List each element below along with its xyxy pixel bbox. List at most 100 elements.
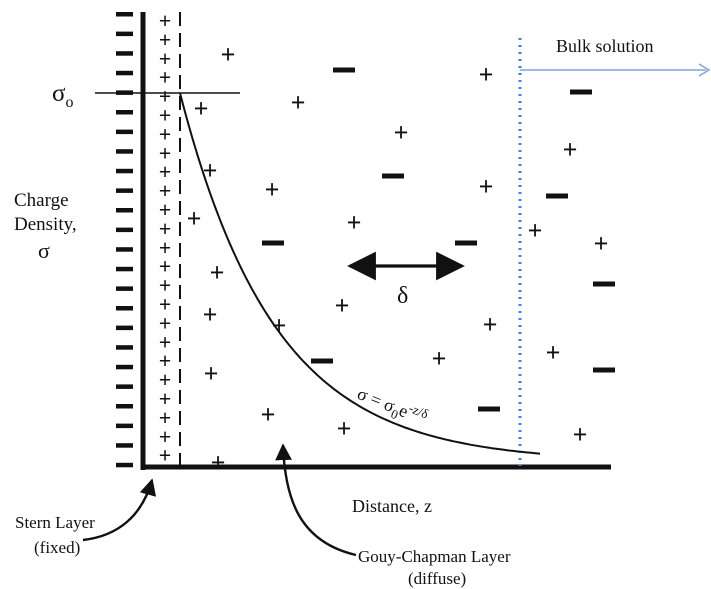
- positive-ion: +: [546, 338, 561, 367]
- positive-ion: +: [594, 229, 609, 258]
- positive-ion: +: [210, 258, 225, 287]
- negative-ion: [546, 193, 568, 199]
- stern-positive-charge: +: [159, 254, 172, 279]
- positive-ion: +: [221, 40, 236, 69]
- stern-positive-charge: +: [159, 46, 172, 71]
- surface-negative-charge: [116, 70, 133, 76]
- stern-positive-charge: +: [159, 140, 172, 165]
- surface-negative-charge: [116, 364, 133, 370]
- surface-negative-charge: [116, 325, 133, 331]
- surface-negative-charge: [116, 306, 133, 311]
- surface-negative-charge: [116, 266, 133, 272]
- positive-ion: +: [194, 94, 209, 123]
- surface-negative-charge: [116, 51, 133, 56]
- stern-positive-charge: +: [159, 8, 172, 33]
- surface-negative-charge: [116, 227, 133, 233]
- positive-ion: +: [573, 420, 588, 449]
- negative-ion: [382, 173, 404, 179]
- positive-ion: +: [203, 300, 218, 329]
- delta-label: δ: [397, 283, 408, 309]
- stern-positive-charge: +: [159, 329, 172, 354]
- positive-ion: +: [291, 88, 306, 117]
- positive-ion: +: [335, 291, 350, 320]
- stern-positive-charge: +: [159, 405, 172, 430]
- surface-negative-charge: [116, 31, 133, 37]
- surface-negative-charge: [116, 423, 133, 429]
- positive-ion: +: [347, 208, 362, 237]
- surface-negative-charge: [116, 208, 133, 213]
- positive-ion: +: [211, 448, 226, 477]
- surface-negative-charges: [116, 12, 133, 468]
- negative-ion: [570, 89, 592, 95]
- negative-ion: [262, 240, 284, 246]
- stern-positive-charge: +: [159, 216, 172, 241]
- positive-ion: +: [394, 118, 409, 147]
- stern-layer-label-line-1: Stern Layer: [15, 513, 95, 532]
- negative-ion: [593, 281, 615, 287]
- surface-negative-charge: [116, 443, 133, 448]
- charge-density-line-2: Density,: [14, 214, 77, 235]
- stern-positive-charge: +: [159, 443, 172, 468]
- gouy-chapman-label-line-2: (diffuse): [408, 569, 466, 588]
- distance-axis-label: Distance, z: [352, 496, 432, 516]
- positive-ion: +: [272, 311, 287, 340]
- stern-positive-charge: +: [159, 178, 172, 203]
- surface-negative-charge: [116, 345, 133, 350]
- surface-negative-charge: [116, 188, 133, 193]
- negative-ion: [455, 240, 477, 246]
- surface-negative-charge: [116, 110, 133, 115]
- surface-negative-charge: [116, 404, 133, 409]
- surface-negative-charge: [116, 384, 133, 389]
- stern-positive-charge: +: [159, 65, 172, 90]
- surface-negative-charge: [116, 286, 133, 291]
- positive-ion: +: [337, 414, 352, 443]
- positive-ion: +: [479, 60, 494, 89]
- stern-positive-charge: +: [159, 367, 172, 392]
- stern-positive-charge: +: [159, 84, 172, 109]
- positive-ion: +: [479, 172, 494, 201]
- stern-layer-positive-charges: ++++++++++++++++++++++++: [159, 8, 172, 468]
- stern-positive-charge: +: [159, 292, 172, 317]
- stern-positive-charge: +: [159, 159, 172, 184]
- surface-negative-charge: [116, 12, 133, 17]
- stern-positive-charge: +: [159, 424, 172, 449]
- gouy-chapman-label-line-1: Gouy-Chapman Layer: [358, 547, 511, 566]
- surface-negative-charge: [116, 129, 133, 135]
- negative-ion: [593, 367, 615, 373]
- sigma-o-label: σo: [52, 80, 73, 111]
- surface-negative-charge: [116, 149, 133, 154]
- positive-ion: +: [528, 216, 543, 245]
- positive-ion: +: [265, 175, 280, 204]
- positive-ion: +: [483, 310, 498, 339]
- positive-ion: +: [187, 204, 202, 233]
- stern-positive-charge: +: [159, 121, 172, 146]
- bulk-solution-arrowhead: [698, 63, 711, 77]
- stern-positive-charge: +: [159, 27, 172, 52]
- positive-ion: +: [261, 400, 276, 429]
- stern-positive-charge: +: [159, 348, 172, 373]
- equation-label: σ = σ0e-z/δ: [353, 380, 431, 432]
- negative-ion: [311, 358, 333, 364]
- negative-ion: [333, 67, 355, 73]
- exponential-decay-curve: [179, 92, 541, 455]
- negative-ion: [478, 406, 500, 412]
- surface-negative-charge: [116, 168, 133, 174]
- stern-positive-charge: +: [159, 103, 172, 128]
- positive-ion: +: [204, 359, 219, 388]
- charge-density-line-3: σ: [38, 238, 50, 263]
- diffuse-ions: + + + + + + + + + + + + + + + + + + + + + + + + +: [187, 40, 615, 477]
- positive-ion: +: [563, 135, 578, 164]
- stern-layer-pointer-arrow: [82, 478, 157, 542]
- charge-density-line-1: Charge: [14, 190, 69, 211]
- positive-ion: +: [203, 156, 218, 185]
- surface-negative-charge: [116, 462, 133, 468]
- stern-positive-charge: +: [159, 273, 172, 298]
- stern-positive-charge: +: [159, 310, 172, 335]
- bulk-solution-label: Bulk solution: [556, 36, 654, 56]
- gouy-chapman-pointer-arrow: [275, 443, 357, 557]
- stern-layer-label-line-2: (fixed): [34, 538, 80, 557]
- stern-positive-charge: +: [159, 386, 172, 411]
- stern-positive-charge: +: [159, 197, 172, 222]
- positive-ion: +: [432, 344, 447, 373]
